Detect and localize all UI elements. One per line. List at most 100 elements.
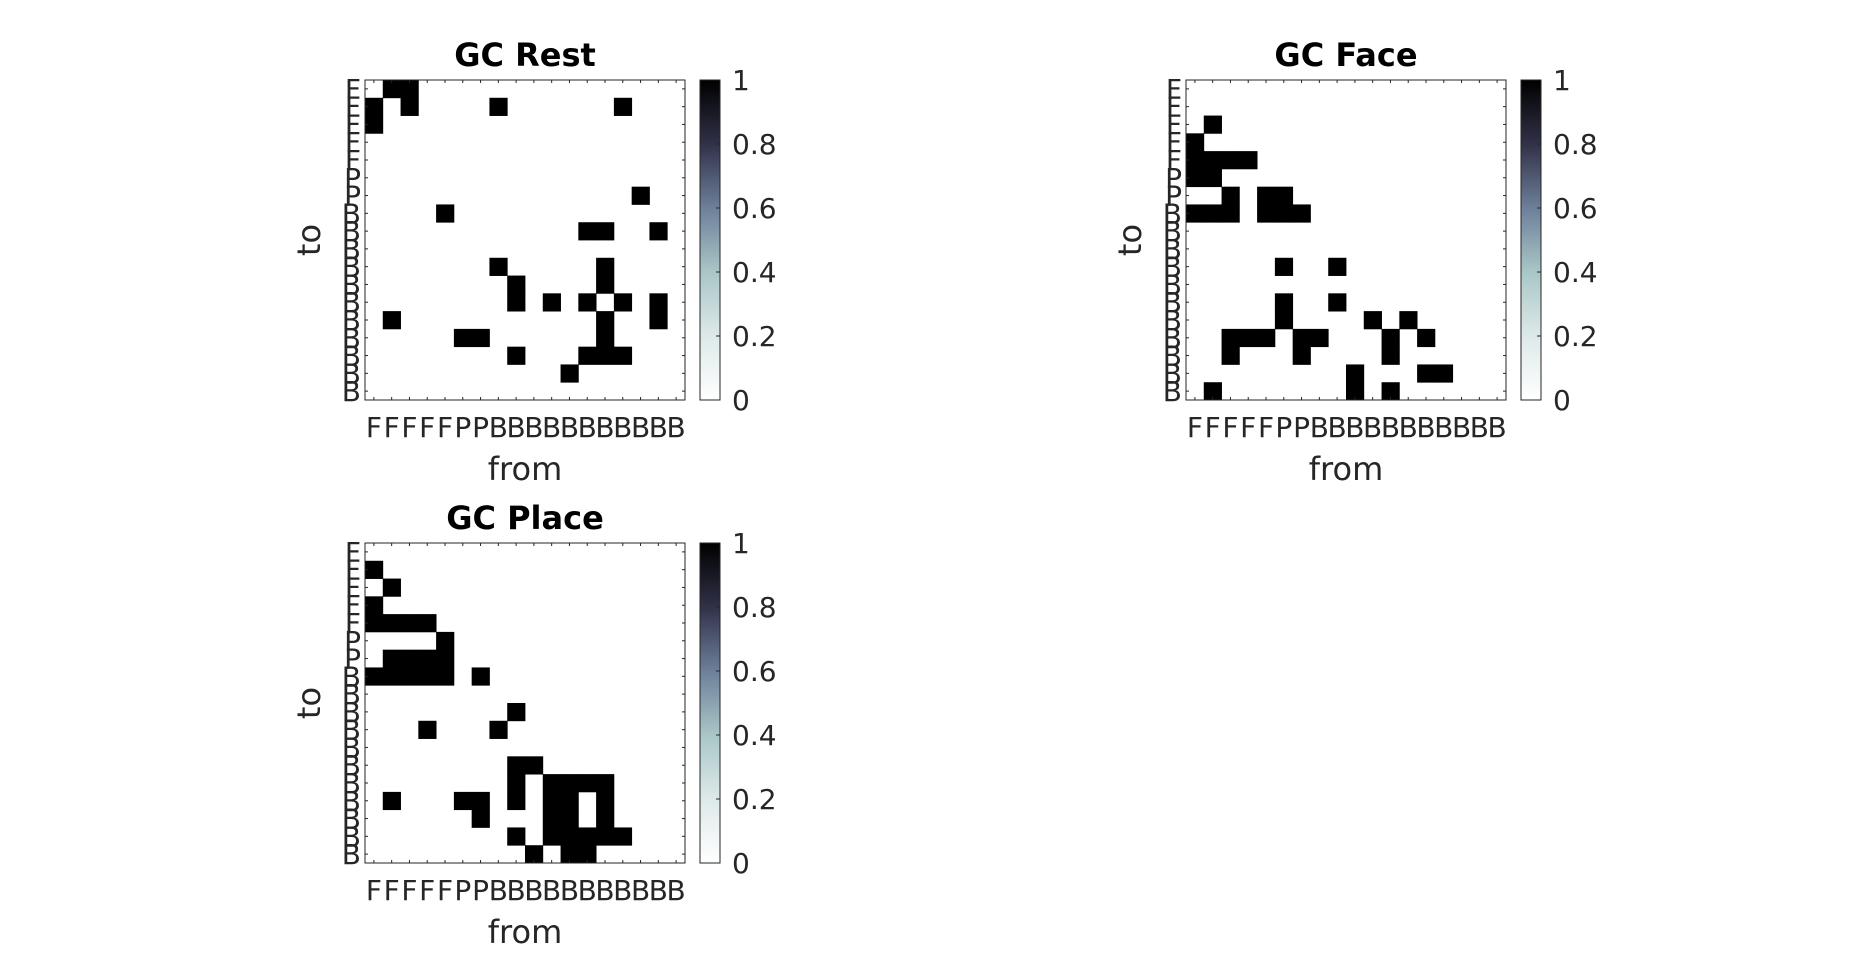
colorbar: 0 0.2 0.4 0.6 0.8 1 (699, 527, 777, 880)
x-tick-label: B (631, 874, 650, 907)
heatmap-cell (596, 791, 615, 811)
y-tick-label: F (1166, 73, 1182, 106)
y-tick-label: B (1163, 375, 1182, 408)
x-tick-label: B (542, 411, 561, 444)
heatmap-panel-3: GC PlaceFFFFFFFFFFPPPPBBBBBBBBBBBBBBBBBB… (290, 499, 777, 951)
y-tick-label: B (342, 696, 361, 729)
heatmap-cell (471, 328, 490, 348)
y-axis-label: to (290, 224, 328, 256)
heatmap-cell (400, 80, 419, 99)
x-tick-label: B (667, 874, 686, 907)
heatmap-cell (1186, 204, 1205, 223)
y-tick-label: B (1163, 340, 1182, 373)
heatmap-cell (489, 720, 508, 739)
colorbar-gradient (1520, 79, 1542, 401)
heatmap-cell (542, 293, 561, 312)
heatmap-cell (1221, 151, 1240, 170)
y-tick-label: F (1166, 91, 1182, 124)
x-tick-label: P (1293, 411, 1310, 444)
axes-box (1185, 79, 1507, 401)
colorbar-tick-label: 0.8 (732, 591, 777, 624)
y-tick-label: F (345, 144, 361, 177)
x-tick-label: F (384, 411, 400, 444)
heatmap-cell (400, 667, 419, 686)
heatmap-cell (1274, 293, 1294, 312)
heatmap-cell (436, 631, 455, 651)
y-tick-label: B (1163, 251, 1182, 284)
heatmap-cell (1257, 204, 1276, 223)
x-tick-label: F (419, 411, 435, 444)
y-tick-label: B (342, 340, 361, 373)
colorbar-tick-label: 0.8 (732, 128, 777, 161)
x-tick-label: F (419, 874, 435, 907)
y-tick-label: F (345, 91, 361, 124)
cell-group (365, 80, 668, 383)
x-tick-label: B (1470, 411, 1489, 444)
heatmap-cell (1203, 204, 1222, 223)
x-tick-label: B (560, 411, 579, 444)
heatmap-cell (436, 204, 455, 223)
heatmap-cell (489, 257, 508, 276)
heatmap-cell (578, 293, 597, 312)
heatmap-cell (507, 275, 526, 294)
heatmap-panel-1: GC RestFFFFFFFFFFPPPPBBBBBBBBBBBBBBBBBBB… (290, 36, 777, 488)
heatmap-cell (400, 97, 419, 116)
heatmap-panel-2: GC FaceFFFFFFFFFFPPPPBBBBBBBBBBBBBBBBBBB… (1111, 36, 1598, 488)
heatmap-cell (596, 774, 615, 793)
heatmap-cell (418, 667, 437, 686)
y-tick-label: B (342, 251, 361, 284)
x-tick-label: F (1222, 411, 1238, 444)
heatmap-cell (382, 649, 401, 668)
colorbar-tick-label: 0.6 (732, 655, 777, 688)
heatmap-cell (382, 667, 401, 686)
x-tick-label: P (472, 411, 489, 444)
heatmap-cell (436, 667, 455, 686)
x-tick-label: B (507, 874, 526, 907)
x-tick-label: B (613, 411, 632, 444)
heatmap-cell (507, 791, 526, 811)
heatmap-cell (525, 845, 544, 864)
heatmap-cell (649, 293, 668, 312)
heatmap-cell (1381, 382, 1400, 401)
x-tick-label: B (631, 411, 650, 444)
heatmap-cell (596, 346, 615, 365)
y-tick-label: B (342, 286, 361, 319)
heatmap-cell (382, 311, 401, 330)
heatmap-cell (1221, 328, 1240, 348)
heatmap-cell (382, 791, 401, 811)
heatmap-cell (542, 774, 561, 793)
x-tick-label: B (1363, 411, 1382, 444)
colorbar-tick-label: 1 (732, 64, 750, 97)
y-tick-label: B (342, 714, 361, 747)
heatmap-cell (613, 293, 633, 312)
y-tick-label: B (342, 215, 361, 248)
x-tick-label: B (1310, 411, 1329, 444)
colorbar-tick-label: 0.6 (732, 192, 777, 225)
x-tick-label: B (1434, 411, 1453, 444)
x-tick-label: B (542, 874, 561, 907)
heatmap-cell (1239, 151, 1258, 170)
heatmap-cell (365, 115, 384, 134)
x-tick-label: F (366, 411, 382, 444)
colorbar-tick-label: 0.6 (1553, 192, 1598, 225)
x-tick-label: F (401, 874, 417, 907)
heatmap-cell (1274, 257, 1294, 276)
x-tick-label: B (649, 411, 668, 444)
heatmap-cell (1310, 328, 1329, 348)
heatmap-cell (507, 703, 526, 722)
colorbar-gradient (699, 79, 721, 401)
axes-box (364, 79, 686, 401)
x-tick-label: B (649, 874, 668, 907)
y-axis-label: to (1111, 224, 1149, 256)
y-tick-label: B (342, 233, 361, 266)
heatmap-cell (542, 827, 561, 846)
colorbar-tick-label: 0 (1553, 384, 1571, 417)
x-tick-label: B (1452, 411, 1471, 444)
heatmap-cell (1186, 151, 1205, 170)
colorbar-tick-label: 0 (732, 384, 750, 417)
heatmap-cell (1274, 186, 1294, 205)
heatmap-cell (365, 614, 384, 633)
y-tick-label: P (344, 625, 361, 658)
heatmap-cell (596, 328, 615, 348)
heatmap-cell (507, 827, 526, 846)
